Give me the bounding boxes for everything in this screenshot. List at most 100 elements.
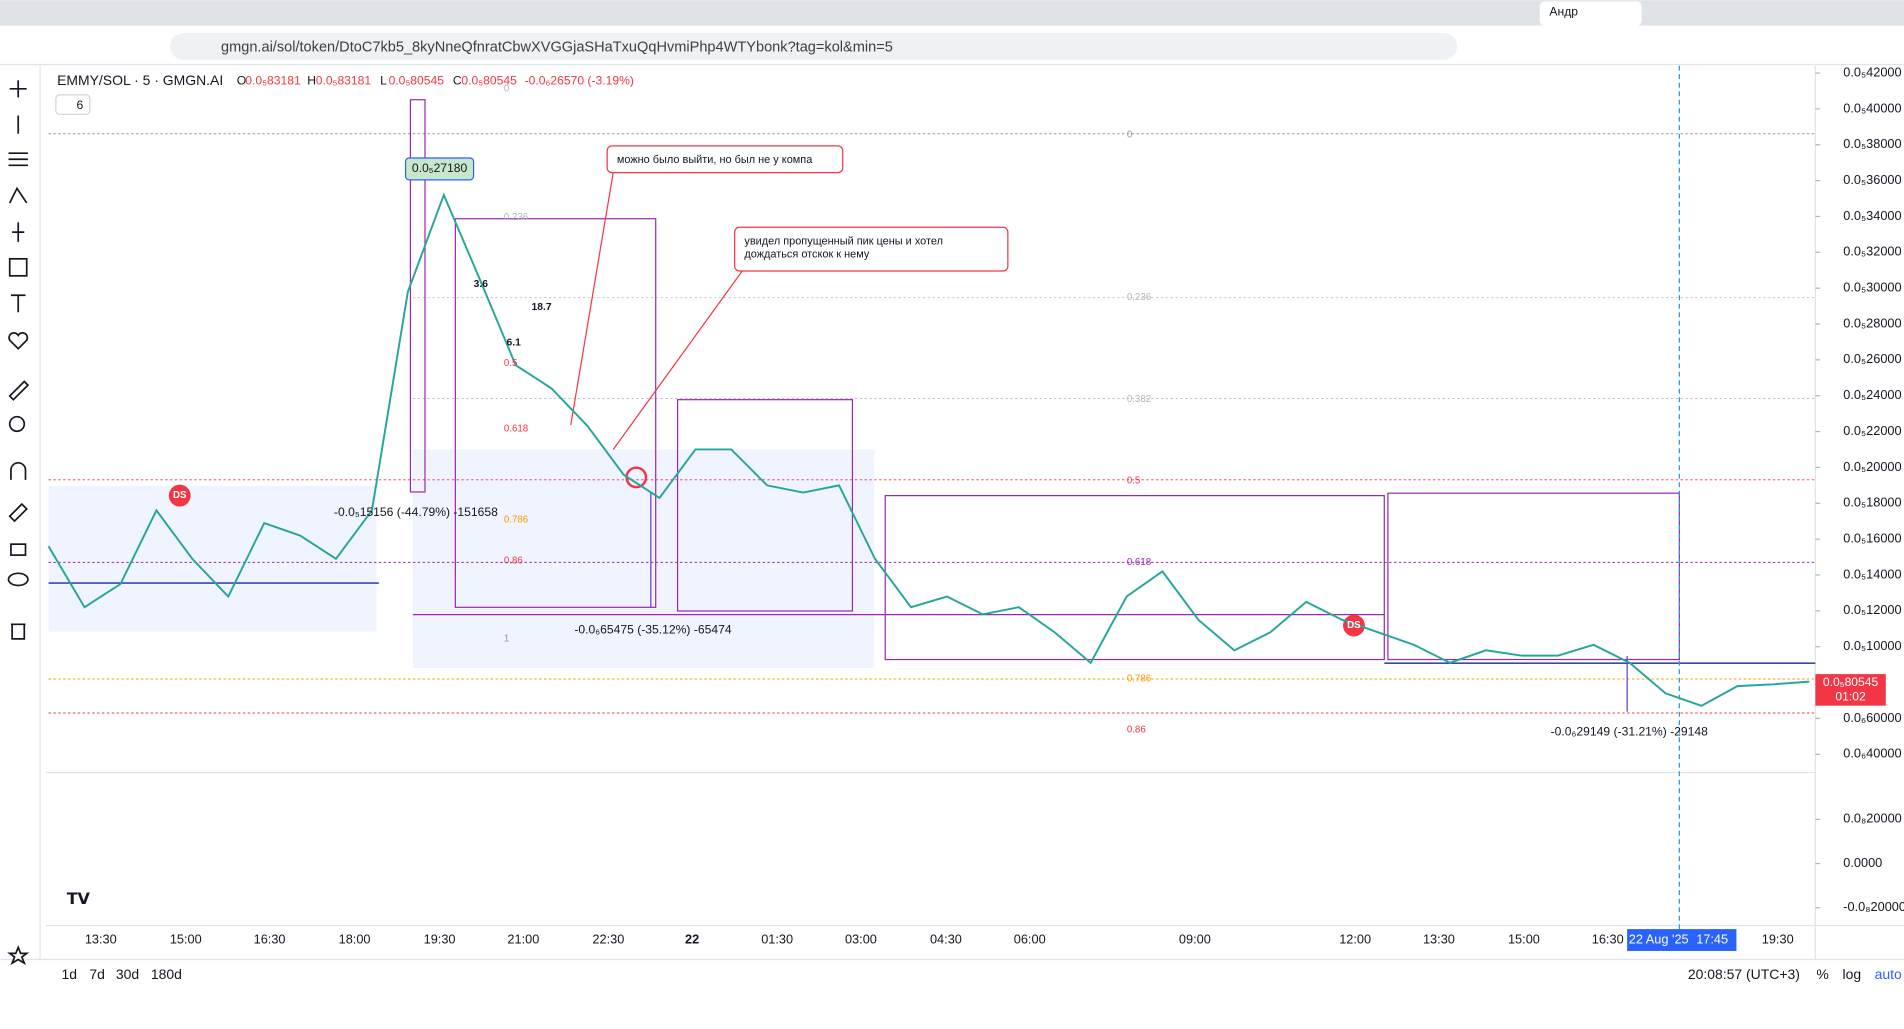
last-price: 0.0₅80545 <box>1823 675 1879 689</box>
y-tick-label: 0.0₅34000 <box>1843 208 1901 223</box>
tool-rect[interactable] <box>8 257 28 277</box>
tool-eye[interactable] <box>7 572 29 587</box>
url[interactable]: gmgn.ai/sol/token/DtoC7kb5_8kyNneQfnratC… <box>221 39 893 55</box>
annotation-text: увидел пропущенный пик цены и хотел дожд… <box>744 234 943 261</box>
tool-text[interactable] <box>10 294 26 313</box>
x-tick-label: 15:00 <box>170 931 202 946</box>
indicator-count[interactable]: 6 <box>77 98 84 112</box>
callout-line <box>570 172 744 450</box>
y-tick-label: 0.0₅10000 <box>1843 638 1901 653</box>
ohlc-label: L <box>380 74 387 88</box>
y2-tick-label: 0.0000 <box>1843 855 1882 870</box>
box <box>409 99 426 493</box>
peak-label: 0.0₅27180 <box>412 161 468 175</box>
tool-cross[interactable] <box>9 80 27 98</box>
tool-icons <box>7 80 30 966</box>
annotation: увидел пропущенный пик цены и хотел дожд… <box>744 234 943 261</box>
annotation: можно было выйти, но был не у компа <box>617 153 812 165</box>
tab-title: Андр <box>1549 5 1578 19</box>
fib-label: 1 <box>504 633 509 644</box>
drawing-toolbar <box>0 65 39 1001</box>
y2-tick-label: -0.0₈20000 <box>1843 899 1904 914</box>
range-button[interactable]: 1d <box>61 966 77 982</box>
fib-label: 0.86 <box>504 556 523 567</box>
tool-lock-draw[interactable] <box>8 502 28 523</box>
ohlc-value: 0.0₅83181 <box>245 74 301 88</box>
tv-logo[interactable]: 𝗧𝗩 <box>67 891 91 908</box>
y-tick-label: 0.0₅16000 <box>1843 531 1901 546</box>
x-tick-label: 22:30 <box>592 931 624 946</box>
y-tick-label: 0.0₅12000 <box>1843 602 1901 617</box>
y-tick-label: 0.0₅42000 <box>1843 64 1901 79</box>
annotation-box <box>734 226 1009 272</box>
tool-lock[interactable] <box>10 543 27 556</box>
x-tick-label: 01:30 <box>761 931 793 946</box>
ds-badge <box>1343 614 1365 637</box>
x-tick-label: 19:30 <box>424 931 456 946</box>
chart-title: EMMY/SOL · 5 · GMGN.AI <box>57 72 223 88</box>
y-tick-label: 0.0₅38000 <box>1843 136 1901 151</box>
y-tick-label: 0.0₅26000 <box>1843 351 1901 366</box>
measure-label: -0.0₆29149 (-31.21%) -29148 <box>1551 725 1708 739</box>
tool-measure[interactable] <box>12 222 25 242</box>
scale-option[interactable]: log <box>1842 966 1861 982</box>
x-tick-label: 06:00 <box>1014 931 1046 946</box>
fib-label: 0.86 <box>1127 725 1146 736</box>
measure-label: -0.0₅15156 (-44.79%) -151658 <box>334 505 498 519</box>
tool-pattern[interactable] <box>8 186 28 204</box>
x-tick-label: 21:00 <box>507 931 539 946</box>
fib-label: 0 <box>504 83 510 94</box>
range-button[interactable]: 180d <box>151 966 182 982</box>
y-tick-label: 0.0₅40000 <box>1843 100 1901 115</box>
scale-option[interactable]: % <box>1816 966 1828 982</box>
ohlc-label: O <box>237 74 246 88</box>
crosshair-date: 22 Aug '25 <box>1629 931 1689 946</box>
box <box>676 399 854 612</box>
active-tab[interactable] <box>1539 1 1642 26</box>
x-tick-label: 22 <box>685 931 699 946</box>
y-tick-label: 0.0₅28000 <box>1843 315 1901 330</box>
tool-trash[interactable] <box>10 623 26 640</box>
fib-label: 0.382 <box>1127 394 1151 405</box>
ohlc-value: 0.0₅80545 <box>389 74 445 88</box>
fib-label: 0.786 <box>504 514 528 525</box>
indicator-toggle[interactable] <box>55 94 91 115</box>
fib-label: 0.236 <box>1127 292 1151 303</box>
small-label: 18.7 <box>532 302 552 313</box>
small-label: 3.6 <box>474 279 489 290</box>
range-button[interactable]: 7d <box>89 966 105 982</box>
x-tick-label: 09:00 <box>1179 931 1211 946</box>
x-tick-label: 16:30 <box>254 931 286 946</box>
ohlc-label: H <box>307 74 316 88</box>
tool-magnet[interactable] <box>10 462 27 480</box>
scale-option[interactable]: auto <box>1875 966 1902 982</box>
tool-zoom[interactable] <box>8 415 26 433</box>
address-bar[interactable] <box>170 32 1458 60</box>
fib-label: 0.5 <box>1127 476 1141 487</box>
tool-fib[interactable] <box>8 152 28 167</box>
y-tick-label: 0.0₅18000 <box>1843 495 1901 510</box>
y-tick-label: 0.0₅20000 <box>1843 459 1901 474</box>
y-tick-label: 0.0₅22000 <box>1843 423 1901 438</box>
annotation-box <box>606 145 844 174</box>
tool-fav[interactable] <box>8 332 29 350</box>
range-button[interactable]: 30d <box>116 966 139 982</box>
volume-profile <box>48 485 377 632</box>
x-tick-label: 19:30 <box>1762 931 1794 946</box>
tool-ruler[interactable] <box>8 380 30 401</box>
change: -0.0₆26570 (-3.19%) <box>525 74 634 88</box>
x-tick-label: 03:00 <box>845 931 877 946</box>
price-tag <box>1815 674 1886 706</box>
fib-label: 0.618 <box>1127 557 1151 568</box>
x-tick-label: 18:00 <box>339 931 371 946</box>
tool-star[interactable] <box>7 945 30 966</box>
y-tick-label: 0.0₅14000 <box>1843 566 1901 581</box>
clock: 20:08:57 (UTC+3) <box>1688 966 1800 982</box>
y-tick-label: 0.0₅36000 <box>1843 172 1901 187</box>
fib-label: 0.618 <box>504 423 528 434</box>
peak-badge <box>404 157 475 181</box>
y-tick-label: 0.0₆60000 <box>1843 710 1901 725</box>
y-tick-label: 0.0₅32000 <box>1843 244 1901 259</box>
